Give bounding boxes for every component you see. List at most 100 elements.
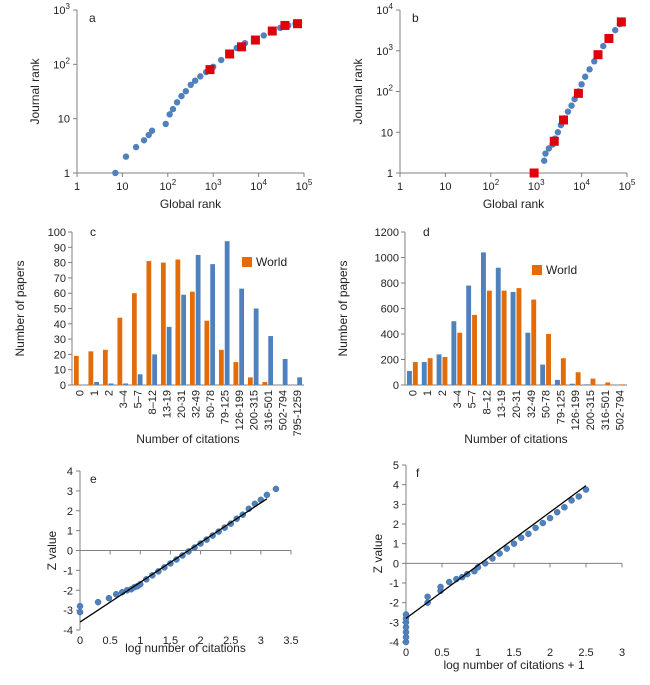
y-tick-label: -4 xyxy=(63,625,73,637)
fit-line xyxy=(79,498,268,623)
data-point-highlight xyxy=(593,50,603,60)
x-tick-label: 1 xyxy=(475,647,481,659)
x-tick-label: 200-315 xyxy=(585,390,597,430)
x-tick-label: 104 xyxy=(250,178,267,193)
y-axis-title: Z value xyxy=(45,531,59,571)
x-tick-label: 3–4 xyxy=(118,390,130,408)
bar-world xyxy=(501,290,507,385)
x-tick-label: 5–7 xyxy=(132,390,144,408)
bar-papers xyxy=(555,379,560,385)
data-point-highlight xyxy=(529,168,539,178)
panel-a: 1 10 102 103 104 105 1 10 102 103 a Global rank Jour… xyxy=(28,2,313,211)
x-tick-label: 1.5 xyxy=(506,647,521,659)
x-tick-label: 13-19 xyxy=(496,390,508,418)
x-tick-label: 2 xyxy=(437,390,449,396)
data-point xyxy=(510,540,518,547)
bar-papers xyxy=(297,377,303,385)
x-tick-label: 10 xyxy=(439,181,451,193)
bar-world xyxy=(102,349,108,385)
bar-world xyxy=(620,384,625,385)
x-tick-label: 1.5 xyxy=(163,635,178,647)
y-tick-label: 30 xyxy=(54,334,66,346)
data-point xyxy=(564,108,572,115)
data-point xyxy=(540,157,548,164)
data-point-highlight xyxy=(236,42,246,52)
data-point xyxy=(166,111,173,118)
y-tick-label: 2 xyxy=(393,519,399,531)
x-tick-label: 105 xyxy=(619,178,636,193)
data-point xyxy=(197,73,204,80)
x-tick-label: 0.5 xyxy=(434,647,449,659)
bar-world xyxy=(605,382,611,385)
data-point xyxy=(554,129,562,136)
bar-world xyxy=(117,317,123,385)
y-tick-label: 10 xyxy=(58,114,70,126)
bar-world xyxy=(233,362,239,385)
bar-world xyxy=(486,290,492,385)
y-tick-label: 2 xyxy=(67,506,73,518)
bar-world xyxy=(442,356,448,385)
data-point xyxy=(402,611,410,618)
y-tick-label: 80 xyxy=(54,258,66,270)
data-point xyxy=(561,504,568,511)
bar-papers xyxy=(540,364,546,385)
y-tick-label: 10 xyxy=(54,365,66,377)
x-tick-label: 32-49 xyxy=(190,390,202,418)
x-tick-label: 3.5 xyxy=(283,635,298,647)
x-tick-label: 2.5 xyxy=(223,635,238,647)
data-point xyxy=(546,514,554,522)
y-axis-title: Number of papers xyxy=(336,260,350,356)
bar-papers xyxy=(421,362,427,385)
x-tick-label: 2 xyxy=(103,390,115,396)
legend-swatch xyxy=(242,257,252,267)
x-tick-label: 20-31 xyxy=(511,390,523,418)
data-point xyxy=(76,602,84,610)
bar-papers xyxy=(166,326,172,385)
data-point-highlight xyxy=(205,65,215,75)
panel-b: 1 10 102 103 104 105 1 10 102 103 104 b Global rank J… xyxy=(351,2,636,211)
bar-papers xyxy=(123,383,129,385)
x-tick-label: 200-315 xyxy=(248,390,260,430)
legend-label: World xyxy=(256,255,287,269)
y-tick-label: -4 xyxy=(389,637,399,649)
bar-papers xyxy=(495,267,501,385)
bar-papers xyxy=(481,252,486,385)
bar-papers xyxy=(253,308,259,385)
bar-world xyxy=(73,355,79,385)
data-point xyxy=(187,81,194,89)
data-point-highlight xyxy=(604,33,614,43)
x-tick-label: 0.5 xyxy=(102,635,117,647)
data-point xyxy=(145,131,152,139)
x-axis-title: Global rank xyxy=(160,197,222,211)
panel-f: -4 -3 -2 -1 0 1 2 3 4 5 0 0.5 1 1.5 2 2.5 3 f log number o… xyxy=(371,460,625,672)
bar-world xyxy=(262,381,268,385)
y-tick-label: 200 xyxy=(381,355,399,367)
data-point xyxy=(162,120,169,128)
bar-world xyxy=(560,358,566,385)
data-point xyxy=(581,73,589,80)
x-tick-label: 502-794 xyxy=(277,390,289,430)
x-tick-label: 0 xyxy=(407,390,419,396)
data-point xyxy=(260,32,267,39)
y-tick-label: 20 xyxy=(54,349,66,361)
y-tick-label: 400 xyxy=(381,329,399,341)
data-point xyxy=(105,594,113,602)
y-axis-title: Journal rank xyxy=(28,57,42,124)
bar-world xyxy=(516,288,522,385)
bar-world xyxy=(247,377,253,385)
x-axis-title: Global rank xyxy=(483,197,545,211)
data-point xyxy=(591,58,598,65)
x-tick-label: 79-125 xyxy=(555,390,567,424)
bar-world xyxy=(189,291,195,385)
x-tick-label: 20-31 xyxy=(176,390,188,418)
data-point-highlight xyxy=(293,19,303,29)
x-tick-label: 3 xyxy=(619,647,625,659)
bar-world xyxy=(131,293,137,385)
y-tick-label: 100 xyxy=(48,227,66,239)
data-point xyxy=(445,578,453,586)
x-tick-label: 316-501 xyxy=(600,390,612,430)
y-tick-label: 0 xyxy=(393,380,399,392)
bar-papers xyxy=(584,384,590,385)
x-tick-label: 104 xyxy=(573,178,590,193)
data-point xyxy=(140,137,148,144)
